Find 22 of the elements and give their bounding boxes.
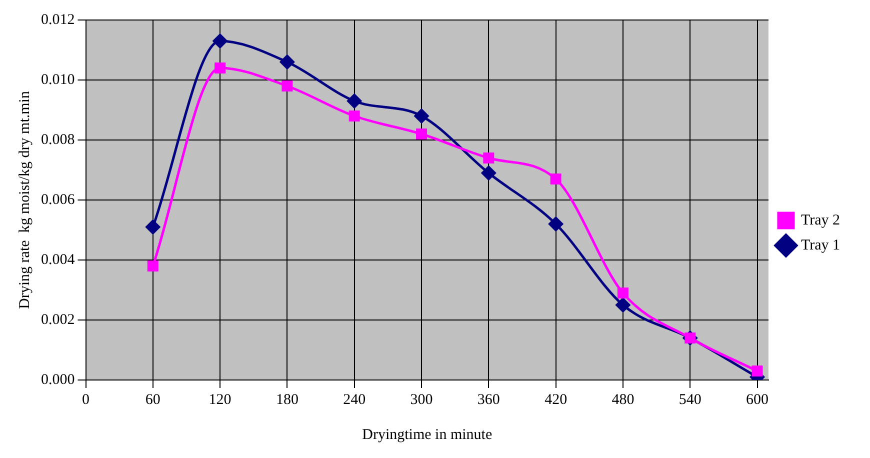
legend-label: Tray 1 xyxy=(800,237,840,254)
x-tick-label: 540 xyxy=(678,392,702,408)
x-tick-label: 480 xyxy=(612,392,634,408)
x-tick-label: 600 xyxy=(746,392,769,408)
legend-label: Tray 2 xyxy=(800,212,840,228)
x-tick-label: 420 xyxy=(544,392,568,408)
x-tick-label: 0 xyxy=(82,392,90,408)
y-tick-label: 0.002 xyxy=(41,312,75,328)
y-tick-label: 0.000 xyxy=(41,372,75,388)
x-tick-label: 240 xyxy=(343,392,366,408)
x-tick-label: 180 xyxy=(276,392,298,408)
x-axis-title: Dryingtime in minute xyxy=(362,426,492,443)
y-tick-label: 0.006 xyxy=(41,192,76,208)
y-tick-label: 0.012 xyxy=(41,12,75,28)
x-tick-label: 360 xyxy=(477,392,500,408)
x-tick-label: 120 xyxy=(208,392,232,408)
y-tick-label: 0.008 xyxy=(41,132,75,148)
y-tick-label: 0.004 xyxy=(41,252,76,268)
x-tick-label: 60 xyxy=(145,392,160,408)
y-axis-title: Drying rate kg moist/kg dry mt.min xyxy=(16,90,33,309)
y-tick-label: 0.010 xyxy=(41,72,75,88)
x-tick-label: 300 xyxy=(410,392,433,408)
